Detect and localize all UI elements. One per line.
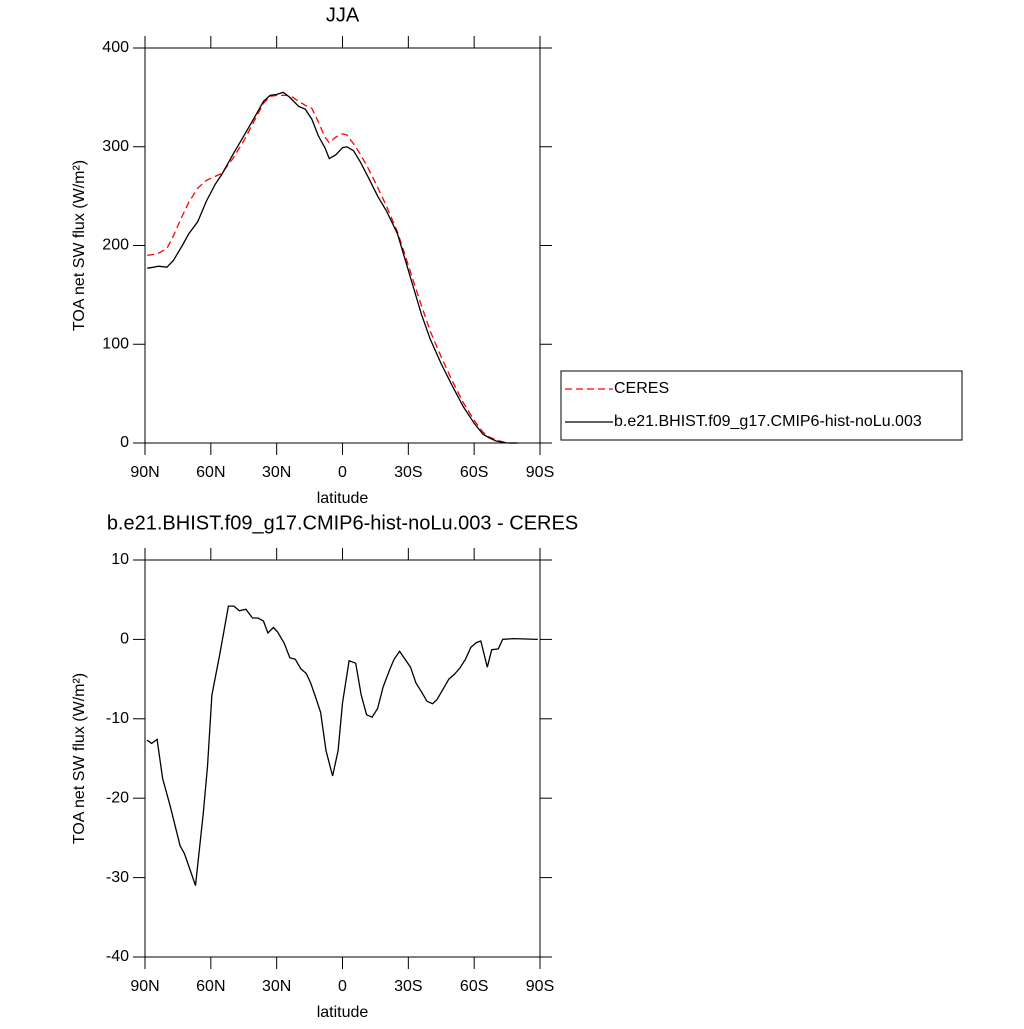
y-tick-label: 200 xyxy=(102,237,129,254)
y-tick-label: 100 xyxy=(102,335,129,352)
y-tick-label: 0 xyxy=(120,631,129,648)
x-tick-label: 90N xyxy=(130,978,159,995)
x-tick-label: 90S xyxy=(526,978,554,995)
y-tick-label: 400 xyxy=(102,39,129,56)
x-tick-label: 60N xyxy=(196,464,225,481)
x-tick-label: 0 xyxy=(338,464,347,481)
chart-title: b.e21.BHIST.f09_g17.CMIP6-hist-noLu.003 … xyxy=(107,512,578,534)
x-tick-label: 60S xyxy=(460,464,488,481)
y-tick-label: -10 xyxy=(106,710,129,727)
x-tick-label: 0 xyxy=(338,978,347,995)
plot-frame xyxy=(144,559,541,958)
x-tick-label: 30N xyxy=(262,978,291,995)
x-tick-label: 90S xyxy=(526,464,554,481)
legend-label: b.e21.BHIST.f09_g17.CMIP6-hist-noLu.003 xyxy=(614,413,922,430)
data-line xyxy=(147,94,519,444)
data-line xyxy=(146,605,538,886)
x-axis-label: latitude xyxy=(317,1004,369,1021)
legend-label: CERES xyxy=(614,380,669,397)
x-tick-label: 60N xyxy=(196,978,225,995)
x-tick-label: 30S xyxy=(394,978,422,995)
x-tick-label: 30S xyxy=(394,464,422,481)
y-tick-label: 0 xyxy=(120,434,129,451)
x-tick-label: 30N xyxy=(262,464,291,481)
y-tick-label: -30 xyxy=(106,869,129,886)
x-tick-label: 60S xyxy=(460,978,488,995)
y-axis-label: TOA net SW flux (W/m²) xyxy=(71,673,88,844)
y-tick-label: -20 xyxy=(106,789,129,806)
x-tick-label: 90N xyxy=(130,464,159,481)
y-axis-label: TOA net SW flux (W/m²) xyxy=(71,160,88,331)
y-tick-label: 300 xyxy=(102,138,129,155)
chart-title: JJA xyxy=(326,4,360,26)
x-axis-label: latitude xyxy=(317,490,369,507)
data-line xyxy=(147,91,519,444)
y-tick-label: -40 xyxy=(106,948,129,965)
y-tick-label: 10 xyxy=(111,551,129,568)
plot-frame xyxy=(144,47,541,444)
legend-frame xyxy=(560,370,963,441)
